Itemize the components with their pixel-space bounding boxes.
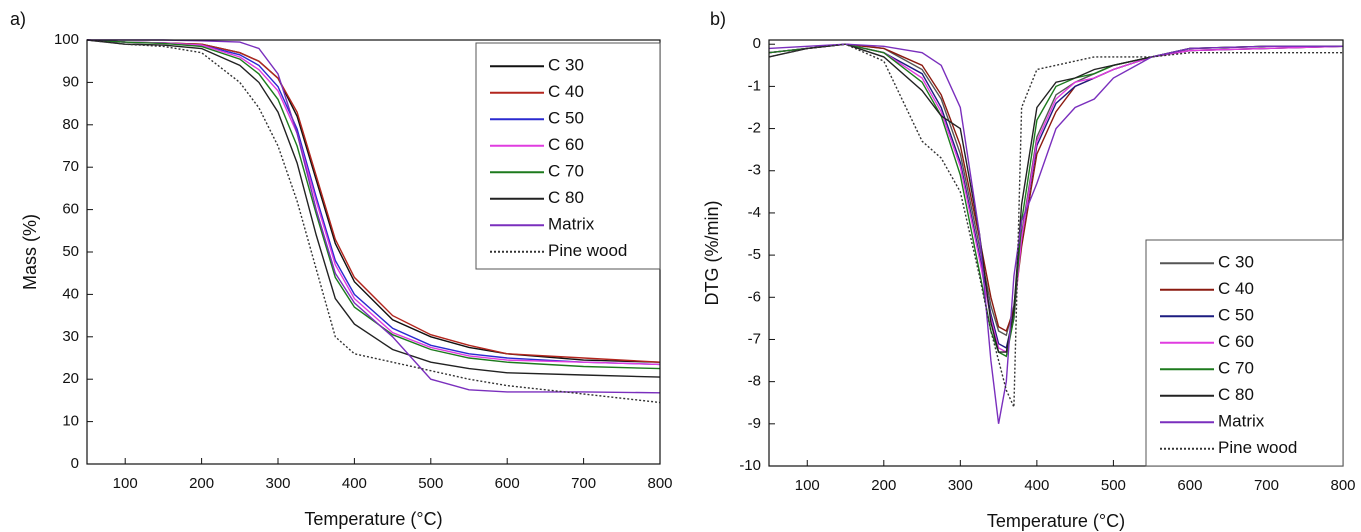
y-tick-label: -6 <box>748 288 761 305</box>
legend-label: Matrix <box>548 215 595 234</box>
x-tick-label: 300 <box>265 475 290 492</box>
panel-label: a) <box>10 9 26 29</box>
series-line <box>86 39 661 366</box>
x-tick-label: 200 <box>189 475 214 492</box>
series-line <box>86 39 661 404</box>
legend-label: C 30 <box>1218 253 1254 272</box>
series-line <box>768 43 1343 424</box>
y-tick-label: -2 <box>748 120 761 137</box>
y-tick-label: 0 <box>753 35 761 52</box>
series-line <box>86 39 661 370</box>
legend-label: C 40 <box>548 82 584 101</box>
y-tick-label: 0 <box>71 455 79 472</box>
y-axis-title: Mass (%) <box>20 214 40 290</box>
y-tick-label: 50 <box>62 243 79 260</box>
legend-label: C 40 <box>1218 279 1254 298</box>
x-tick-label: 100 <box>795 477 820 494</box>
x-tick-label: 800 <box>1330 477 1355 494</box>
legend-label: C 80 <box>1218 385 1254 404</box>
x-axis-title: Temperature (°C) <box>987 511 1125 531</box>
x-tick-label: 500 <box>418 475 443 492</box>
x-tick-label: 200 <box>871 477 896 494</box>
x-tick-label: 700 <box>571 475 596 492</box>
legend-label: Pine wood <box>548 241 627 260</box>
y-tick-label: 10 <box>62 413 79 430</box>
x-tick-label: 400 <box>1024 477 1049 494</box>
y-axis-title: DTG (%/min) <box>702 201 722 306</box>
x-axis-title: Temperature (°C) <box>304 509 442 529</box>
legend-label: C 50 <box>548 109 584 128</box>
x-tick-label: 300 <box>948 477 973 494</box>
y-tick-label: -7 <box>748 330 761 347</box>
y-tick-label: -10 <box>739 457 761 474</box>
y-tick-label: 40 <box>62 285 79 302</box>
y-tick-label: -4 <box>748 204 761 221</box>
legend-label: Matrix <box>1218 412 1265 431</box>
legend-box <box>1145 239 1344 467</box>
y-tick-label: -9 <box>748 415 761 432</box>
y-tick-label: 20 <box>62 370 79 387</box>
legend-label: Pine wood <box>1218 438 1297 457</box>
x-tick-label: 800 <box>647 475 672 492</box>
legend-label: C 50 <box>1218 306 1254 325</box>
x-tick-label: 500 <box>1101 477 1126 494</box>
legend-label: C 80 <box>548 188 584 207</box>
y-tick-label: 60 <box>62 201 79 218</box>
x-tick-label: 100 <box>113 475 138 492</box>
y-tick-label: 30 <box>62 328 79 345</box>
x-tick-label: 400 <box>342 475 367 492</box>
y-tick-label: -3 <box>748 162 761 179</box>
legend-label: C 30 <box>548 56 584 75</box>
legend-label: C 70 <box>548 162 584 181</box>
y-tick-label: -1 <box>748 77 761 94</box>
legend-label: C 70 <box>1218 359 1254 378</box>
x-tick-label: 600 <box>1177 477 1202 494</box>
y-tick-label: 70 <box>62 158 79 175</box>
x-tick-label: 700 <box>1254 477 1279 494</box>
y-tick-label: -8 <box>748 373 761 390</box>
series-line <box>768 43 1343 408</box>
legend-box <box>475 42 661 270</box>
panel-label: b) <box>710 9 726 29</box>
series-line <box>86 39 661 378</box>
y-tick-label: 90 <box>62 73 79 90</box>
y-tick-label: 100 <box>54 31 79 48</box>
x-tick-label: 600 <box>495 475 520 492</box>
y-tick-label: -5 <box>748 246 761 263</box>
legend-label: C 60 <box>1218 332 1254 351</box>
y-tick-label: 80 <box>62 116 79 133</box>
legend-label: C 60 <box>548 135 584 154</box>
